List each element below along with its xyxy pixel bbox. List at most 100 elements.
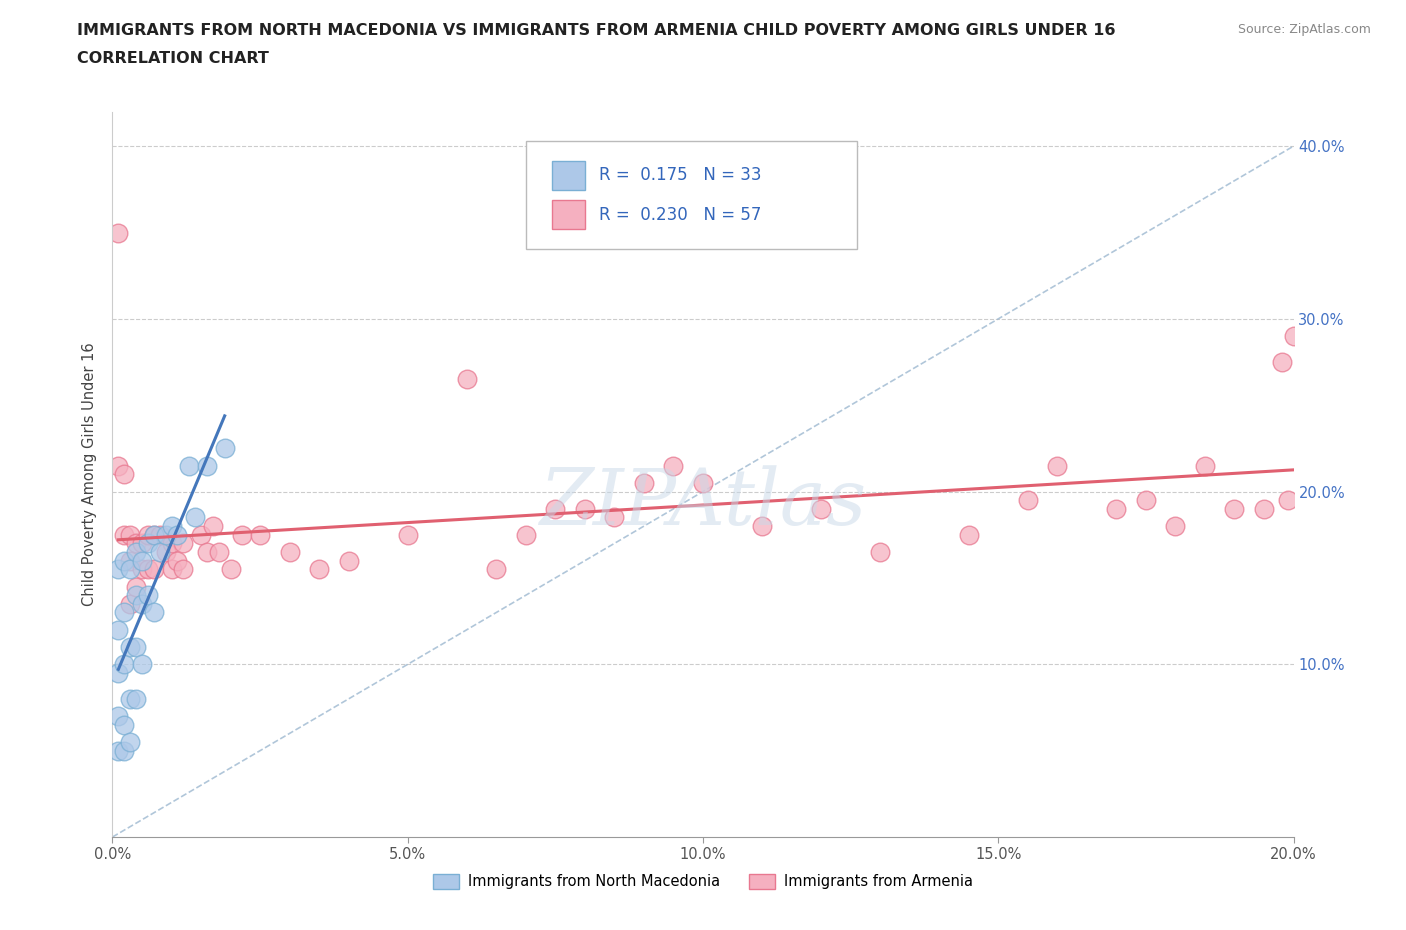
Point xyxy=(515,527,537,542)
Point xyxy=(136,527,159,542)
Point xyxy=(149,527,172,542)
Point xyxy=(120,596,142,611)
Point xyxy=(574,501,596,516)
Point xyxy=(112,553,135,568)
Point xyxy=(142,562,165,577)
Point xyxy=(184,510,207,525)
Point xyxy=(172,562,194,577)
Point xyxy=(160,519,183,534)
Point xyxy=(1135,493,1157,508)
Point xyxy=(112,743,135,758)
Bar xyxy=(551,161,585,190)
Point xyxy=(662,458,685,473)
Point xyxy=(107,622,129,637)
Point xyxy=(1282,328,1305,343)
Point xyxy=(337,553,360,568)
Text: CORRELATION CHART: CORRELATION CHART xyxy=(77,51,269,66)
Point xyxy=(120,553,142,568)
Point xyxy=(308,562,330,577)
Point xyxy=(544,501,567,516)
Point xyxy=(120,562,142,577)
Bar xyxy=(551,200,585,229)
Point xyxy=(107,666,129,681)
Point xyxy=(810,501,832,516)
Point xyxy=(231,527,253,542)
Point xyxy=(107,709,129,724)
Point xyxy=(219,562,242,577)
Point xyxy=(131,596,153,611)
Point xyxy=(957,527,980,542)
Point xyxy=(131,553,153,568)
Y-axis label: Child Poverty Among Girls Under 16: Child Poverty Among Girls Under 16 xyxy=(82,342,97,606)
Point xyxy=(155,527,177,542)
Point xyxy=(278,545,301,560)
Point xyxy=(107,743,129,758)
Point xyxy=(131,536,153,551)
Text: ZIPAtlas: ZIPAtlas xyxy=(540,465,866,541)
Point xyxy=(160,562,183,577)
Point xyxy=(112,717,135,732)
Point xyxy=(195,458,218,473)
Point xyxy=(692,475,714,490)
Point xyxy=(125,545,148,560)
Point xyxy=(603,510,626,525)
Point xyxy=(120,527,142,542)
Point xyxy=(155,545,177,560)
Point xyxy=(136,536,159,551)
Point xyxy=(136,588,159,603)
Point xyxy=(179,458,201,473)
Point xyxy=(214,441,236,456)
Point xyxy=(190,527,212,542)
Point xyxy=(125,588,148,603)
Point xyxy=(120,640,142,655)
Point xyxy=(131,562,153,577)
Point xyxy=(112,467,135,482)
Text: IMMIGRANTS FROM NORTH MACEDONIA VS IMMIGRANTS FROM ARMENIA CHILD POVERTY AMONG G: IMMIGRANTS FROM NORTH MACEDONIA VS IMMIG… xyxy=(77,23,1116,38)
Point xyxy=(166,527,188,542)
Point xyxy=(142,605,165,620)
Legend: Immigrants from North Macedonia, Immigrants from Armenia: Immigrants from North Macedonia, Immigra… xyxy=(427,868,979,895)
Point xyxy=(1271,354,1294,369)
Point xyxy=(125,579,148,594)
Point xyxy=(456,372,478,387)
Point xyxy=(112,657,135,671)
Point xyxy=(125,691,148,706)
Point xyxy=(149,545,172,560)
Point xyxy=(172,536,194,551)
Point xyxy=(208,545,231,560)
Point xyxy=(1253,501,1275,516)
Point xyxy=(107,562,129,577)
Point xyxy=(112,605,135,620)
Point xyxy=(112,527,135,542)
Point xyxy=(1105,501,1128,516)
Text: R =  0.230   N = 57: R = 0.230 N = 57 xyxy=(599,206,762,223)
Point xyxy=(160,536,183,551)
FancyBboxPatch shape xyxy=(526,140,856,249)
Point xyxy=(396,527,419,542)
Point xyxy=(633,475,655,490)
Point xyxy=(107,225,129,240)
Point xyxy=(195,545,218,560)
Point xyxy=(125,640,148,655)
Point xyxy=(136,562,159,577)
Point xyxy=(1017,493,1039,508)
Point xyxy=(485,562,508,577)
Point xyxy=(107,458,129,473)
Point xyxy=(249,527,271,542)
Point xyxy=(869,545,891,560)
Point xyxy=(120,735,142,750)
Point xyxy=(1223,501,1246,516)
Point xyxy=(125,536,148,551)
Text: R =  0.175   N = 33: R = 0.175 N = 33 xyxy=(599,166,762,184)
Point xyxy=(166,553,188,568)
Text: Source: ZipAtlas.com: Source: ZipAtlas.com xyxy=(1237,23,1371,36)
Point xyxy=(1194,458,1216,473)
Point xyxy=(142,527,165,542)
Point xyxy=(1046,458,1069,473)
Point xyxy=(1164,519,1187,534)
Point xyxy=(751,519,773,534)
Point xyxy=(142,527,165,542)
Point xyxy=(201,519,224,534)
Point xyxy=(120,691,142,706)
Point xyxy=(1277,493,1299,508)
